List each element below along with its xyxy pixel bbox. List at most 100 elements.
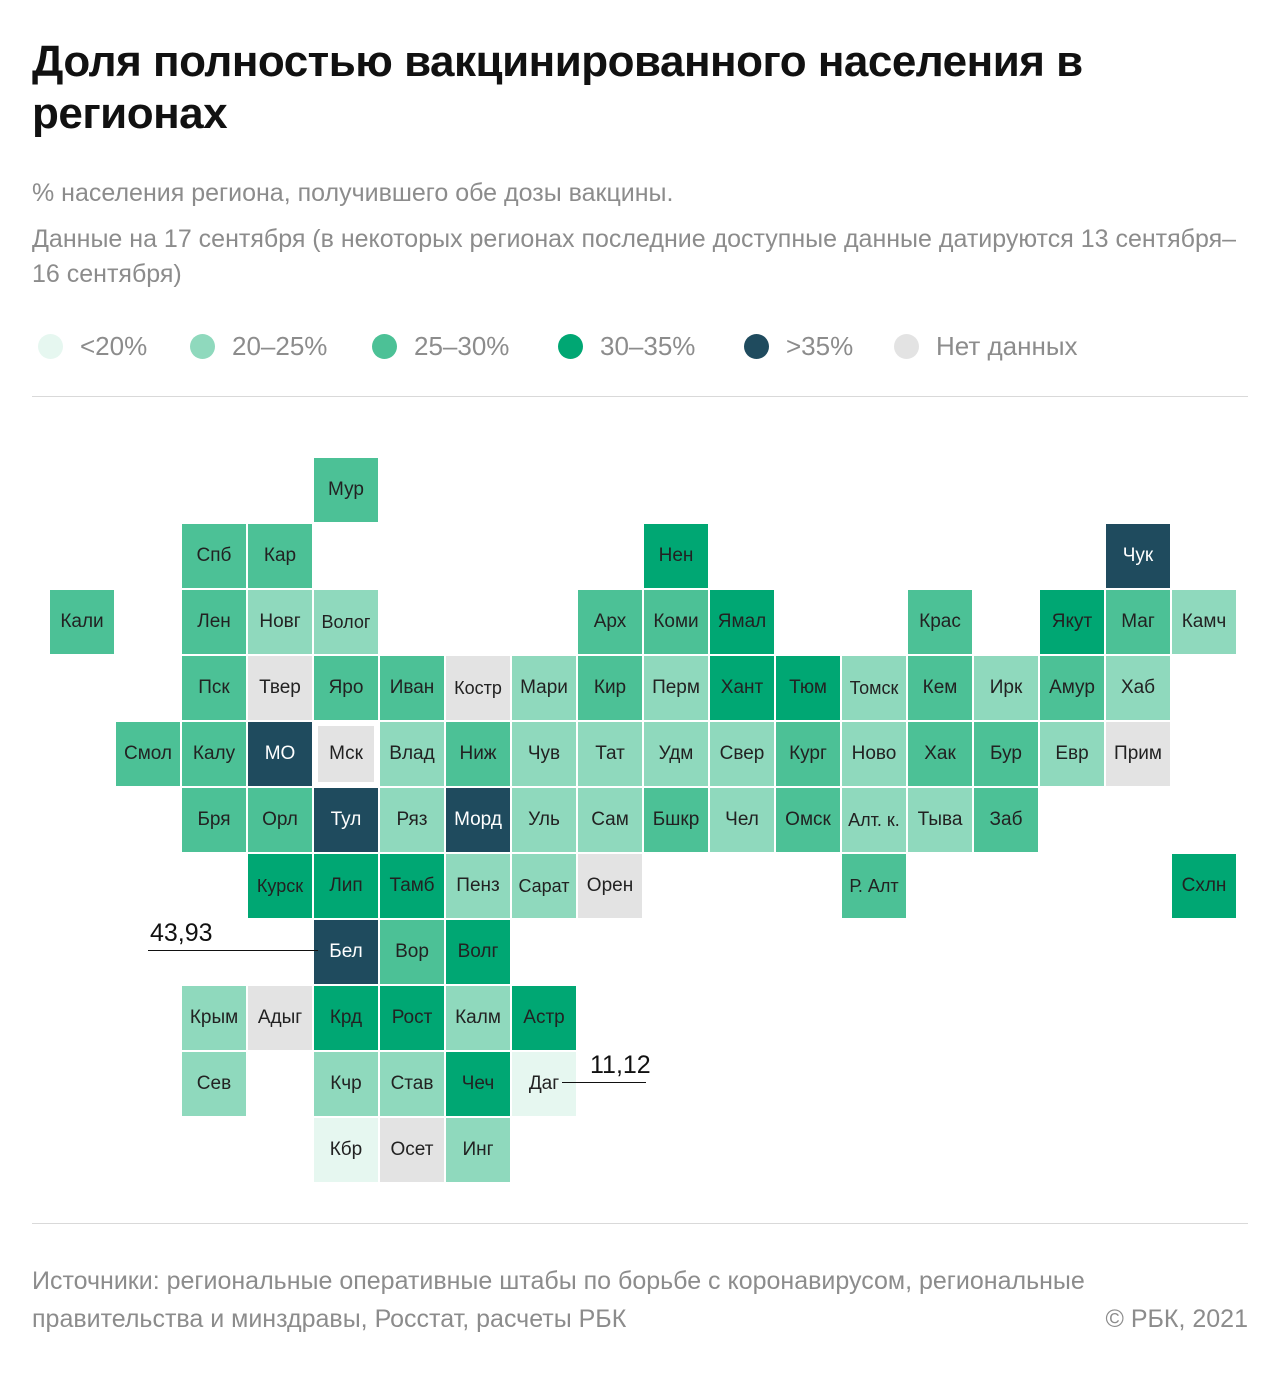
region-tile: Волг (446, 920, 510, 984)
data-note: Данные на 17 сентября (в некоторых регио… (32, 225, 1237, 288)
region-label: Тул (330, 809, 362, 830)
region-label: Арх (593, 611, 627, 632)
region-label: Нен (658, 545, 694, 566)
region-label: Томск (849, 677, 899, 698)
region-label: Чув (527, 743, 561, 764)
region-tile: Тамб (380, 854, 444, 918)
region-tile: Новг (248, 590, 312, 654)
copyright: © РБК, 2021 (1105, 1305, 1248, 1333)
region-label: Яро (328, 677, 364, 698)
region-label: Мск (329, 743, 363, 764)
region-label: Схлн (1181, 875, 1227, 896)
region-tile: Хаб (1106, 656, 1170, 720)
region-tile: Кбр (314, 1118, 378, 1182)
legend-label: 30–35% (600, 331, 696, 361)
region-tile: Курск (248, 854, 312, 918)
region-tile: Евр (1040, 722, 1104, 786)
region-label: Смол (123, 743, 173, 764)
region-label: Иван (389, 677, 435, 698)
legend-swatch (744, 334, 769, 359)
region-tile: Тул (314, 788, 378, 852)
legend-swatch (190, 334, 215, 359)
region-label: Влад (389, 743, 435, 764)
region-label: Кар (263, 545, 297, 566)
region-tile: Кир (578, 656, 642, 720)
subtitle: % населения региона, получившего обе доз… (32, 179, 674, 207)
region-tile: Бшкр (644, 788, 708, 852)
region-tile: Маг (1106, 590, 1170, 654)
region-label: Р. Алт (849, 875, 899, 896)
region-label: Костр (454, 677, 502, 698)
region-label: Лен (197, 611, 231, 632)
region-tile: Кали (50, 590, 114, 654)
region-tile: Крд (314, 986, 378, 1050)
region-tile: Калм (446, 986, 510, 1050)
callout-leader-line (562, 1082, 646, 1083)
region-tile: Инг (446, 1118, 510, 1182)
region-label: Ряз (396, 809, 428, 830)
legend-swatch (372, 334, 397, 359)
region-tile: Мур (314, 458, 378, 522)
region-label: Евр (1055, 743, 1089, 764)
region-tile: Кем (908, 656, 972, 720)
region-tile: Тыва (908, 788, 972, 852)
region-tile: Кчр (314, 1052, 378, 1116)
region-tile: Волог (314, 590, 378, 654)
legend-label: <20% (80, 331, 148, 361)
region-tile: Перм (644, 656, 708, 720)
region-tile: Чук (1106, 524, 1170, 588)
region-tile: Ирк (974, 656, 1038, 720)
region-tile: Тюм (776, 656, 840, 720)
region-tile: Смол (116, 722, 180, 786)
legend-swatch (558, 334, 583, 359)
divider-bottom (32, 1223, 1248, 1224)
region-label: Спб (196, 545, 232, 566)
region-label: Омск (785, 809, 831, 830)
region-tile: Пенз (446, 854, 510, 918)
region-label: Ямал (717, 611, 767, 632)
region-label: Твер (259, 677, 301, 698)
sources-text: Источники: региональные оперативные штаб… (32, 1267, 1085, 1333)
legend-label: Нет данных (936, 331, 1078, 361)
region-label: Бшкр (652, 809, 700, 830)
region-tile: Арх (578, 590, 642, 654)
region-label: Камч (1181, 611, 1227, 632)
region-label: Сарат (518, 875, 570, 896)
region-tile: Уль (512, 788, 576, 852)
region-label: Астр (523, 1007, 565, 1028)
region-tile: Алт. к. (842, 788, 906, 852)
region-tile: Хант (710, 656, 774, 720)
region-tile: Крым (182, 986, 246, 1050)
region-label: Заб (989, 809, 1023, 830)
region-label: Адыг (257, 1007, 303, 1028)
region-tile: Осет (380, 1118, 444, 1182)
region-label: Чел (725, 809, 759, 830)
region-tile: Влад (380, 722, 444, 786)
region-tile: Мск (314, 722, 378, 786)
region-label: Тат (595, 743, 625, 764)
region-label: Калу (192, 743, 236, 764)
region-tile: Схлн (1172, 854, 1236, 918)
region-tile: Спб (182, 524, 246, 588)
region-label: Перм (652, 677, 700, 698)
region-tile: Морд (446, 788, 510, 852)
region-label: Тюм (789, 677, 827, 698)
region-label: Ирк (989, 677, 1023, 698)
region-label: Волог (321, 611, 371, 632)
callout-leader-line (148, 950, 318, 951)
region-label: Удм (658, 743, 694, 764)
region-tile: Коми (644, 590, 708, 654)
region-label: Пск (198, 677, 230, 698)
divider-top (32, 396, 1248, 397)
region-tile: Бря (182, 788, 246, 852)
region-label: Хак (924, 743, 956, 764)
region-tile: Став (380, 1052, 444, 1116)
region-tile: Сам (578, 788, 642, 852)
region-label: Инг (462, 1139, 494, 1160)
legend-swatch (894, 334, 919, 359)
tile-map: Мур Спб Кар Нен Чук Кали Лен Новг Волог Арх Коми Ям… (0, 440, 1280, 1200)
region-tile: Якут (1040, 590, 1104, 654)
region-label: Мур (328, 479, 364, 500)
legend: <20% 20–25% 25–30% 30–35% >35% Нет данны… (38, 326, 1238, 366)
region-tile: Камч (1172, 590, 1236, 654)
